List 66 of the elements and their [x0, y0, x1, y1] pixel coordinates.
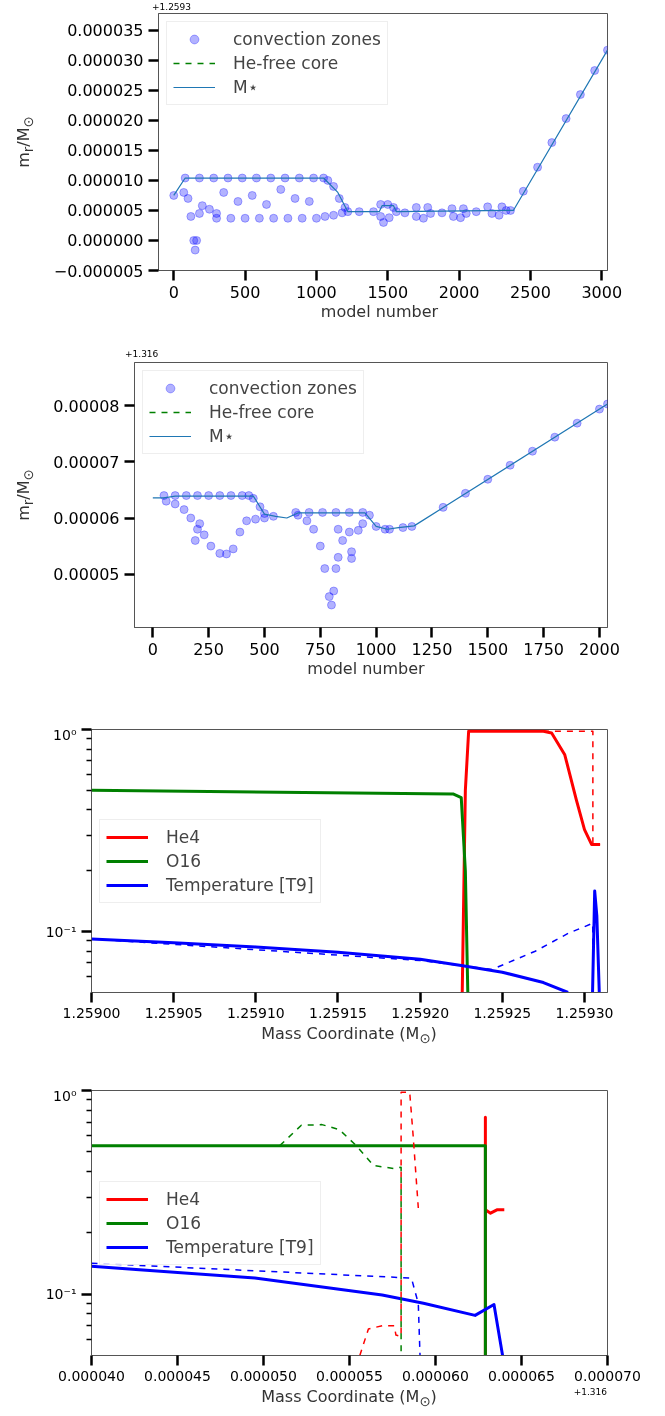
x-tick-label: 0.000045	[144, 1367, 211, 1384]
x-tick-label: 0.000060	[402, 1367, 469, 1384]
x-tick-label: 250	[193, 639, 224, 659]
x-tick-label: 0.000070	[574, 1367, 641, 1384]
legend-label: convection zones	[209, 377, 357, 399]
x-tick-label: 1.25915	[309, 1004, 367, 1021]
text: +1.316	[125, 349, 159, 359]
legend-label: He-free core	[209, 401, 315, 423]
x-tick-label: 1750	[523, 639, 564, 659]
y-tick-label: 0.000020	[67, 111, 144, 131]
y-tick-label: 0.00005	[53, 565, 120, 585]
text: +1.316	[573, 1387, 607, 1397]
y-tick-label: 0.000015	[67, 141, 144, 161]
legend-label: He4	[166, 825, 201, 848]
y-tick-label: 0.00006	[53, 509, 120, 529]
x-tick-label: 0.000040	[58, 1367, 125, 1384]
y-tick-label: 0.000010	[67, 171, 144, 191]
y-tick-label: 10⁰	[53, 726, 77, 743]
x-tick-label: 1.25905	[144, 1004, 203, 1021]
x-tick-label: 0.000050	[230, 1367, 297, 1384]
y-tick-label: 10⁻¹	[45, 923, 77, 940]
x-tick-label: 3000	[581, 282, 623, 302]
y-tick-label: 0.000005	[67, 201, 144, 221]
x-tick-label: 2000	[579, 639, 620, 659]
x-tick-label: 1.25925	[473, 1004, 532, 1021]
x-tick-label: 1000	[355, 639, 397, 659]
legend-label: O16	[166, 1211, 202, 1234]
y-tick-label: 0.000025	[67, 81, 144, 101]
legend-label: O16	[166, 849, 202, 872]
legend-label: Temperature [T9]	[166, 873, 314, 896]
x-tick-label: 2000	[438, 282, 480, 302]
text: +1.2593	[152, 2, 192, 12]
x-axis-title: model number	[320, 302, 439, 321]
legend-label: convection zones	[233, 28, 381, 50]
legend-label: M⋆	[233, 76, 259, 98]
x-tick-label: 0.000065	[488, 1367, 555, 1384]
x-tick-label: 1.25900	[62, 1004, 121, 1021]
x-axis-title: Mass Coordinate (M$_{⊙}$)	[261, 1387, 437, 1410]
x-tick-label: 500	[249, 639, 280, 659]
x-axis-title: Mass Coordinate (M$_{⊙}$)	[261, 1024, 437, 1047]
y-tick-label: 0.000030	[67, 51, 144, 71]
x-tick-label: 1.25930	[555, 1004, 614, 1021]
x-tick-label: 0	[168, 282, 179, 302]
x-axis-title: model number	[307, 659, 425, 678]
x-tick-label: 750	[305, 639, 336, 659]
x-tick-label: 1500	[467, 639, 509, 659]
x-tick-label: 1.25920	[391, 1004, 450, 1021]
y-tick-label: 0.000000	[67, 231, 144, 251]
y-tick-label: 0.00008	[53, 396, 120, 416]
y-tick-label: −0.000005	[53, 261, 144, 281]
x-tick-label: 2500	[510, 282, 551, 302]
x-tick-label: 1.25910	[226, 1004, 285, 1021]
x-tick-label: 500	[229, 282, 261, 302]
x-tick-label: 0.000055	[316, 1367, 383, 1384]
legend-label: M⋆	[209, 425, 235, 447]
x-tick-label: 1500	[367, 282, 409, 302]
legend-label: He4	[166, 1187, 201, 1210]
x-tick-label: 0	[147, 639, 158, 659]
y-tick-label: 0.00007	[53, 452, 120, 472]
legend-label: Temperature [T9]	[166, 1235, 314, 1258]
x-tick-label: 1000	[296, 282, 337, 302]
y-tick-label: 0.000035	[67, 21, 144, 41]
y-tick-label: 10⁻¹	[45, 1286, 77, 1303]
x-tick-label: 1250	[411, 639, 453, 659]
legend-label: He-free core	[233, 52, 339, 74]
y-tick-label: 10⁰	[53, 1087, 77, 1104]
